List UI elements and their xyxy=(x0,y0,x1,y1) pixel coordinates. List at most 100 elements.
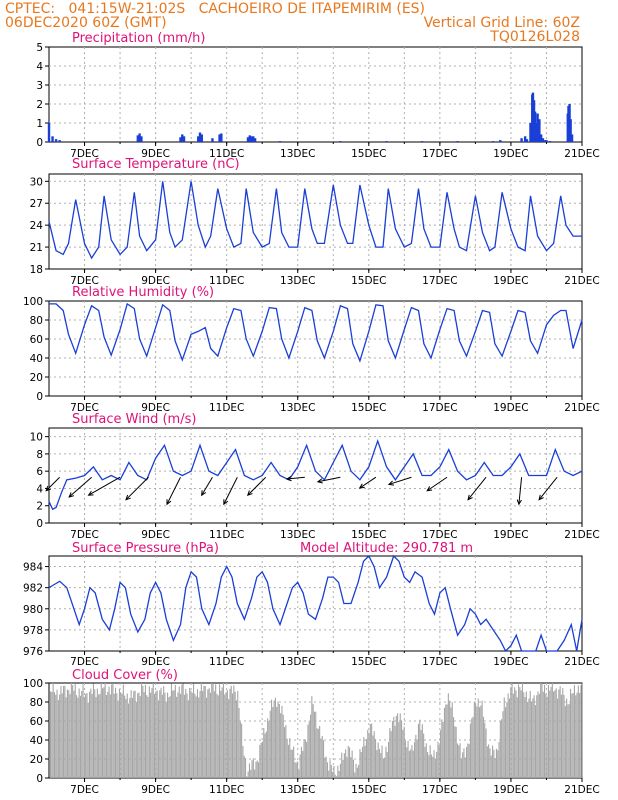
x-tick-label: 21DEC xyxy=(564,529,599,541)
precip-bar xyxy=(54,139,58,142)
y-tick-label: 976 xyxy=(23,646,43,658)
cloud-bar xyxy=(180,693,182,778)
cloud-bar xyxy=(352,759,354,778)
cloud-bar xyxy=(250,769,252,778)
cloud-bar xyxy=(209,692,211,778)
precip-bar xyxy=(569,119,572,142)
cloud-bar xyxy=(551,683,553,778)
x-tick-label: 17DEC xyxy=(422,656,457,668)
cloud-bar xyxy=(489,748,491,778)
cloud-bar xyxy=(350,757,352,778)
y-tick-label: 6 xyxy=(36,466,43,478)
cloud-bar xyxy=(187,700,189,778)
x-tick-label: 11DEC xyxy=(209,402,244,414)
wind-arrow xyxy=(317,476,341,483)
panel-frame xyxy=(48,555,583,652)
cloud-bar xyxy=(332,771,334,778)
wind-arrow-head xyxy=(538,494,544,501)
cloud-bar xyxy=(343,753,345,778)
precip-bar xyxy=(339,141,342,142)
cloud-bar xyxy=(546,696,548,778)
cloud-bar xyxy=(64,685,66,778)
cloud-bar xyxy=(306,741,308,778)
cloud-bar xyxy=(395,715,397,778)
cloud-bar xyxy=(389,727,391,778)
wind-arrow-head xyxy=(166,499,172,506)
cloud-bar xyxy=(256,760,258,778)
y-tick-label: 0 xyxy=(36,391,43,403)
cloud-bar xyxy=(406,747,408,778)
cloud-bar xyxy=(222,683,224,778)
x-tick-label: 7DEC xyxy=(70,529,99,541)
cloud-bar xyxy=(112,683,114,778)
cloud-bar xyxy=(559,686,561,778)
cloud-bar xyxy=(259,744,261,778)
cloud-bar xyxy=(493,749,495,778)
cloud-bar xyxy=(263,728,265,778)
cloud-bar xyxy=(237,691,239,778)
cloud-bar xyxy=(103,687,105,778)
cloud-bar xyxy=(203,685,205,778)
x-tick-label: 15DEC xyxy=(351,275,386,287)
x-tick-label: 11DEC xyxy=(209,275,244,287)
cloud-bar xyxy=(261,741,263,778)
cloud-bar xyxy=(304,740,306,778)
cloud-bar xyxy=(185,688,187,778)
precip-bar xyxy=(536,113,539,142)
cloud-bar xyxy=(337,765,339,778)
cloud-bar xyxy=(427,752,429,778)
panel-subtitle: Model Altitude: 290.781 m xyxy=(300,541,473,556)
x-tick-label: 9DEC xyxy=(141,656,170,668)
cloud-bar xyxy=(226,690,228,778)
cloud-bar xyxy=(291,749,293,778)
cloud-bar xyxy=(560,694,562,778)
cloud-bar xyxy=(272,706,274,778)
panel-temp: 18 21 24 27 30 7DEC 9DEC 11DEC 13DEC 15DEC 17DEC 19… xyxy=(30,157,600,287)
precip-bar xyxy=(200,134,203,142)
header-line2-right: Vertical Grid Line: 60Z xyxy=(423,15,580,31)
cloud-bar xyxy=(430,754,432,778)
x-tick-label: 9DEC xyxy=(141,275,170,287)
precip-bar xyxy=(253,138,257,142)
cloud-bar xyxy=(148,686,150,778)
cloud-bar xyxy=(79,695,81,778)
y-tick-label: 3 xyxy=(36,80,43,92)
cloud-bar xyxy=(154,694,156,778)
cloud-bar xyxy=(469,723,471,778)
cloud-bar xyxy=(507,693,509,778)
wind-arrow-head xyxy=(285,475,292,482)
cloud-bar xyxy=(553,691,555,778)
cloud-bar xyxy=(537,691,539,778)
cloud-bar xyxy=(85,694,87,778)
cloud-bar xyxy=(373,731,375,778)
cloud-bar xyxy=(545,694,547,778)
cloud-bar xyxy=(69,694,71,778)
cloud-bar xyxy=(159,690,161,778)
precip-bar xyxy=(525,139,529,142)
panel-cloud: 0 20 40 60 80 100 7DEC 9DEC 11DEC 13DEC 15DEC 17DEC… xyxy=(23,668,600,796)
cloud-bar xyxy=(330,765,332,778)
y-tick-label: 18 xyxy=(30,264,43,276)
cloud-bar xyxy=(347,745,349,778)
cloud-bar xyxy=(225,692,227,778)
cloud-bar xyxy=(380,753,382,778)
x-tick-label: 21DEC xyxy=(564,402,599,414)
precip-bar xyxy=(51,136,54,142)
y-tick-label: 40 xyxy=(30,735,43,747)
cloud-bar xyxy=(137,693,139,778)
cloud-bar xyxy=(138,692,140,778)
cloud-bar xyxy=(577,685,579,778)
cloud-bar xyxy=(181,684,183,778)
precip-bar xyxy=(182,136,186,142)
cloud-bar xyxy=(580,685,582,778)
cloud-bar xyxy=(476,706,478,778)
cloud-bar xyxy=(142,685,144,778)
cloud-bar xyxy=(246,776,248,778)
cloud-bar xyxy=(416,739,418,778)
x-tick-label: 19DEC xyxy=(493,275,528,287)
cloud-bar xyxy=(200,683,202,778)
cloud-bar xyxy=(572,692,574,778)
cloud-bar xyxy=(459,743,461,778)
y-tick-label: 984 xyxy=(23,562,43,574)
precip-bar xyxy=(181,134,184,142)
